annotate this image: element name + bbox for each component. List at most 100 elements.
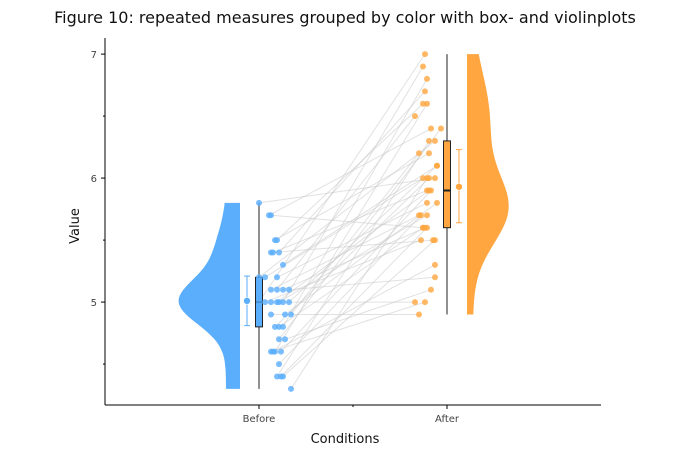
point-after xyxy=(412,113,418,120)
paired-lines xyxy=(258,53,442,390)
pair-line xyxy=(284,202,438,315)
point-before xyxy=(280,261,286,268)
point-after xyxy=(432,175,438,182)
point-before xyxy=(286,299,292,306)
point-after xyxy=(412,299,418,306)
x-tick-label: After xyxy=(435,414,460,425)
pair-line xyxy=(274,177,430,328)
pair-line xyxy=(288,276,436,291)
point-before xyxy=(280,286,286,293)
point-before xyxy=(278,373,284,380)
axes: 5 6 7 Before After xyxy=(91,38,601,425)
point-after xyxy=(432,261,438,268)
pair-line xyxy=(276,103,424,241)
pair-line xyxy=(284,289,432,340)
point-before xyxy=(276,336,282,343)
point-before xyxy=(274,286,280,293)
pair-line xyxy=(258,140,436,278)
violin-after xyxy=(467,54,509,315)
pair-line xyxy=(280,227,428,377)
pair-line xyxy=(258,177,436,204)
mean-after-point xyxy=(455,182,463,191)
point-before xyxy=(268,299,274,306)
point-after xyxy=(432,237,438,244)
point-before xyxy=(268,311,274,318)
pair-line xyxy=(282,78,428,328)
pair-line xyxy=(290,152,420,315)
point-before xyxy=(256,274,262,281)
point-after xyxy=(438,125,444,132)
pair-line xyxy=(270,301,426,353)
point-after xyxy=(432,137,438,144)
point-after xyxy=(428,286,434,293)
pair-line xyxy=(276,190,430,303)
point-before xyxy=(268,212,274,219)
y-tick-label: 5 xyxy=(91,298,97,309)
pair-line xyxy=(272,264,436,353)
point-before xyxy=(274,237,280,244)
point-after xyxy=(424,75,430,82)
pair-line xyxy=(270,239,434,253)
point-after xyxy=(424,175,430,182)
y-tick-label: 6 xyxy=(91,174,97,185)
means xyxy=(243,149,463,327)
point-after xyxy=(424,212,430,219)
pair-line xyxy=(282,66,424,303)
point-after xyxy=(424,224,430,231)
point-before xyxy=(286,286,292,293)
point-before xyxy=(256,299,262,306)
pair-line xyxy=(288,165,438,303)
chart-title: Figure 10: repeated measures grouped by … xyxy=(54,8,636,27)
pair-line xyxy=(274,152,430,241)
point-before xyxy=(262,274,268,281)
violins xyxy=(178,54,509,389)
pair-line xyxy=(290,177,428,390)
pair-line xyxy=(278,227,424,328)
mean-before-point xyxy=(243,297,251,305)
point-after xyxy=(418,237,424,244)
point-before xyxy=(288,311,294,318)
pair-line xyxy=(258,53,426,303)
point-before xyxy=(268,249,274,256)
pair-line xyxy=(276,140,430,377)
pair-line xyxy=(282,227,426,291)
x-tick-label: Before xyxy=(243,414,276,425)
point-before xyxy=(274,274,280,281)
point-after xyxy=(418,212,424,219)
pair-line xyxy=(264,177,424,278)
points xyxy=(256,51,444,392)
pair-line xyxy=(282,239,436,377)
pair-line xyxy=(282,165,438,266)
y-tick-label: 7 xyxy=(91,50,97,61)
pair-line xyxy=(276,115,416,291)
point-after xyxy=(416,311,422,318)
point-before xyxy=(262,299,268,306)
point-before xyxy=(276,249,282,256)
point-after xyxy=(416,150,422,157)
point-after xyxy=(420,63,426,70)
pair-line xyxy=(274,103,428,352)
point-after xyxy=(422,299,428,306)
point-after xyxy=(432,274,438,281)
violin-before xyxy=(178,202,240,389)
pair-line xyxy=(278,214,422,365)
point-after xyxy=(422,51,428,58)
pair-line xyxy=(280,190,432,353)
pair-line xyxy=(276,202,428,278)
pair-line xyxy=(278,90,426,253)
point-before xyxy=(268,286,274,293)
x-axis-label: Conditions xyxy=(311,432,380,447)
point-after xyxy=(422,88,428,95)
y-axis-label: Value xyxy=(68,208,83,244)
box-after-box xyxy=(443,140,451,229)
point-after xyxy=(424,199,430,206)
point-before xyxy=(272,323,278,330)
point-after xyxy=(424,100,430,107)
point-after xyxy=(434,162,440,169)
point-before xyxy=(288,385,294,392)
point-before xyxy=(276,299,282,306)
point-after xyxy=(426,150,432,157)
point-before xyxy=(268,348,274,355)
point-after xyxy=(428,187,434,194)
